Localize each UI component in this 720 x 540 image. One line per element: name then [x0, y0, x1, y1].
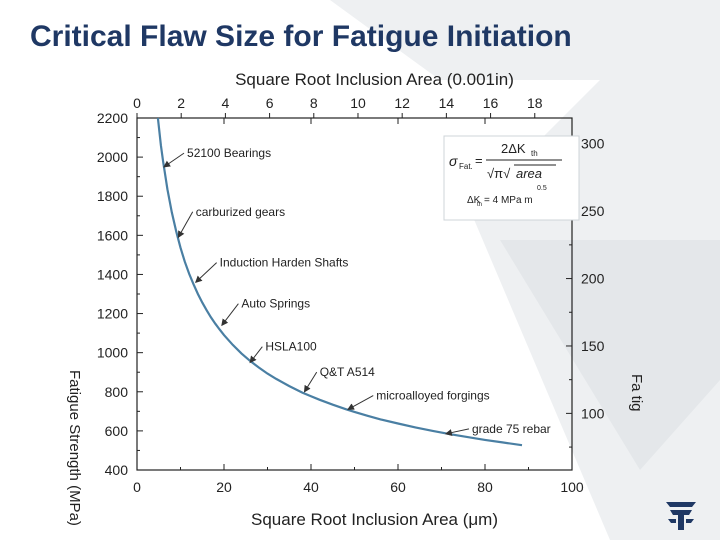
- x-tick-label: 20: [216, 479, 232, 495]
- company-logo-icon: [666, 502, 696, 530]
- y-tick-label: 1400: [97, 266, 128, 282]
- x2-tick-label: 4: [221, 95, 229, 111]
- y-tick-label: 1800: [97, 188, 128, 204]
- x-tick-label: 60: [390, 479, 406, 495]
- annotation-arrow: [444, 428, 470, 436]
- annotation-label: microalloyed forgings: [376, 389, 489, 403]
- annotation-label: 52100 Bearings: [187, 146, 271, 160]
- y2-tick-label: 250: [581, 203, 605, 219]
- threshold-prefix: ΔK: [467, 195, 481, 206]
- x-tick-label: 40: [303, 479, 319, 495]
- x2-tick-label: 10: [350, 95, 366, 111]
- x-axis-title: Square Root Inclusion Area (μm): [251, 510, 498, 529]
- slide-title: Critical Flaw Size for Fatigue Initiatio…: [30, 20, 572, 53]
- annotation-arrow: [177, 211, 194, 239]
- y-tick-label: 800: [105, 384, 129, 400]
- x2-tick-label: 0: [133, 95, 141, 111]
- y-tick-label: 2000: [97, 149, 128, 165]
- x2-tick-label: 8: [310, 95, 318, 111]
- formula-box: [443, 135, 580, 221]
- fatigue-strength-curve: [156, 117, 523, 447]
- formula-denominator-prefix: √π√: [487, 166, 511, 181]
- x2-tick-label: 12: [394, 95, 410, 111]
- y-tick-label: 1200: [97, 306, 128, 322]
- x2-tick-label: 18: [527, 95, 543, 111]
- annotation-label: Auto Springs: [241, 297, 310, 311]
- x-tick-label: 0: [133, 479, 141, 495]
- annotation-arrow: [163, 152, 185, 168]
- formula-lhs: σ: [449, 153, 458, 169]
- y2-tick-label: 150: [581, 338, 605, 354]
- x2-tick-label: 16: [483, 95, 499, 111]
- annotation-label: HSLA100: [265, 340, 317, 354]
- formula-denominator-term: area: [516, 166, 542, 181]
- threshold-sub: th: [477, 202, 482, 208]
- annotation-label: carburized gears: [196, 205, 285, 219]
- formula-numerator-sub: th: [531, 149, 538, 158]
- y-tick-label: 600: [105, 423, 129, 439]
- formula-lhs-sub: Fat.: [459, 162, 473, 171]
- annotation-label: grade 75 rebar: [472, 422, 551, 436]
- y2-tick-label: 200: [581, 271, 605, 287]
- y-tick-label: 1000: [97, 345, 128, 361]
- annotation-arrow: [221, 303, 239, 327]
- formula-exponent: 0.5: [537, 185, 547, 192]
- annotation-arrow: [249, 346, 263, 364]
- y2-tick-label: 300: [581, 136, 605, 152]
- y-tick-label: 400: [105, 462, 129, 478]
- x2-tick-label: 14: [439, 95, 455, 111]
- x-tick-label: 100: [560, 479, 584, 495]
- x-tick-label: 80: [477, 479, 493, 495]
- annotation-arrow: [303, 371, 318, 393]
- formula-numerator: 2ΔK: [501, 141, 526, 156]
- x2-tick-label: 6: [266, 95, 274, 111]
- annotation-arrow: [347, 395, 374, 410]
- annotation-label: Induction Harden Shafts: [220, 256, 349, 270]
- y-axis-title: Fatigue Strength (MPa): [66, 370, 83, 526]
- formula-equals: =: [475, 153, 483, 168]
- threshold-value: = 4 MPa m: [484, 195, 533, 206]
- y2-tick-label: 100: [581, 405, 605, 421]
- y-tick-label: 2200: [97, 110, 128, 126]
- x2-axis-title: Square Root Inclusion Area (0.001in): [235, 70, 514, 89]
- y2-axis-title: Fa tig: [628, 374, 645, 412]
- annotation-arrow: [194, 262, 217, 283]
- x2-tick-label: 2: [177, 95, 185, 111]
- annotation-label: Q&T A514: [320, 365, 375, 379]
- y-tick-label: 1600: [97, 227, 128, 243]
